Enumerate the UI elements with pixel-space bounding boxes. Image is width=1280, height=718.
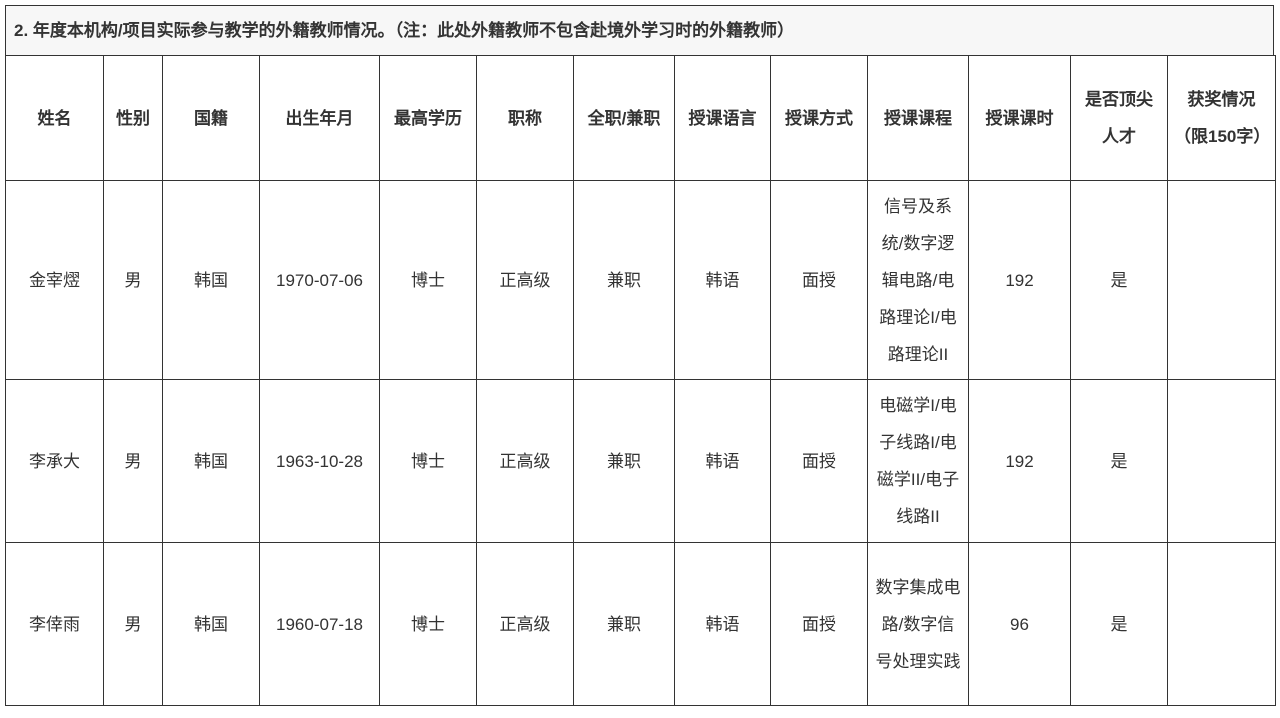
column-header-language: 授课语言 <box>674 55 771 181</box>
column-header-top-talent: 是否顶尖人才 <box>1070 55 1168 181</box>
cell-language: 韩语 <box>674 542 771 706</box>
cell-nationality: 韩国 <box>162 379 260 543</box>
cell-gender: 男 <box>103 180 163 380</box>
table-row: 金宰熤男韩国 1970-07-06 博士 正高级 兼职 韩语 面授 信号及系统/数字逻辑电路/… <box>5 180 1276 380</box>
cell-nationality: 韩国 <box>162 180 260 380</box>
cell-hours: 96 <box>968 542 1071 706</box>
table-row: 李承大男韩国 1963-10-28 博士 正高级 兼职 韩语 面授 电磁学I/电子线路I/电磁… <box>5 379 1276 543</box>
foreign-teachers-table: 姓名 性别 国籍 出生年月 最高学历 职称 全职/兼职 授课语言 授课方式 授课课程 授课课时 是否顶… <box>5 55 1276 706</box>
cell-teaching-mode: 面授 <box>770 180 868 380</box>
column-header-education: 最高学历 <box>379 55 477 181</box>
table-row: 李倖雨男韩国 1960-07-18 博士 正高级 兼职 韩语 面授 数字集成电路/数字信号处理… <box>5 542 1276 706</box>
column-header-teaching-mode: 授课方式 <box>770 55 868 181</box>
cell-awards <box>1167 379 1276 543</box>
cell-courses: 数字集成电路/数字信号处理实践 <box>867 542 969 706</box>
column-header-name: 姓名 <box>5 55 104 181</box>
column-header-awards: 获奖情况（限150字） <box>1167 55 1276 181</box>
cell-courses: 信号及系统/数字逻辑电路/电路理论I/电路理论II <box>867 180 969 380</box>
cell-name: 李倖雨 <box>5 542 104 706</box>
cell-employment: 兼职 <box>573 542 675 706</box>
cell-awards <box>1167 180 1276 380</box>
cell-gender: 男 <box>103 379 163 543</box>
cell-gender: 男 <box>103 542 163 706</box>
foreign-teachers-section: 2. 年度本机构/项目实际参与教学的外籍教师情况。（注：此处外籍教师不包含赴境外… <box>5 5 1276 706</box>
cell-top-talent: 是 <box>1070 379 1168 543</box>
column-header-employment: 全职/兼职 <box>573 55 675 181</box>
column-header-gender: 性别 <box>103 55 163 181</box>
cell-birth-date: 1970-07-06 <box>259 180 380 380</box>
cell-education: 博士 <box>379 180 477 380</box>
cell-title: 正高级 <box>476 542 574 706</box>
cell-name: 李承大 <box>5 379 104 543</box>
cell-employment: 兼职 <box>573 180 675 380</box>
cell-hours: 192 <box>968 379 1071 543</box>
cell-teaching-mode: 面授 <box>770 379 868 543</box>
column-header-title: 职称 <box>476 55 574 181</box>
cell-title: 正高级 <box>476 180 574 380</box>
cell-awards <box>1167 542 1276 706</box>
cell-top-talent: 是 <box>1070 542 1168 706</box>
cell-top-talent: 是 <box>1070 180 1168 380</box>
section-title: 2. 年度本机构/项目实际参与教学的外籍教师情况。（注：此处外籍教师不包含赴境外… <box>5 5 1274 55</box>
cell-language: 韩语 <box>674 180 771 380</box>
cell-birth-date: 1960-07-18 <box>259 542 380 706</box>
cell-employment: 兼职 <box>573 379 675 543</box>
column-header-nationality: 国籍 <box>162 55 260 181</box>
cell-birth-date: 1963-10-28 <box>259 379 380 543</box>
cell-title: 正高级 <box>476 379 574 543</box>
cell-language: 韩语 <box>674 379 771 543</box>
column-header-birth-date: 出生年月 <box>259 55 380 181</box>
cell-teaching-mode: 面授 <box>770 542 868 706</box>
column-header-courses: 授课课程 <box>867 55 969 181</box>
column-header-hours: 授课课时 <box>968 55 1071 181</box>
cell-education: 博士 <box>379 542 477 706</box>
cell-courses: 电磁学I/电子线路I/电磁学II/电子线路II <box>867 379 969 543</box>
header-row: 姓名 性别 国籍 出生年月 最高学历 职称 全职/兼职 授课语言 授课方式 授课课程 授课课时 是否顶… <box>5 55 1276 181</box>
cell-nationality: 韩国 <box>162 542 260 706</box>
cell-name: 金宰熤 <box>5 180 104 380</box>
cell-education: 博士 <box>379 379 477 543</box>
cell-hours: 192 <box>968 180 1071 380</box>
